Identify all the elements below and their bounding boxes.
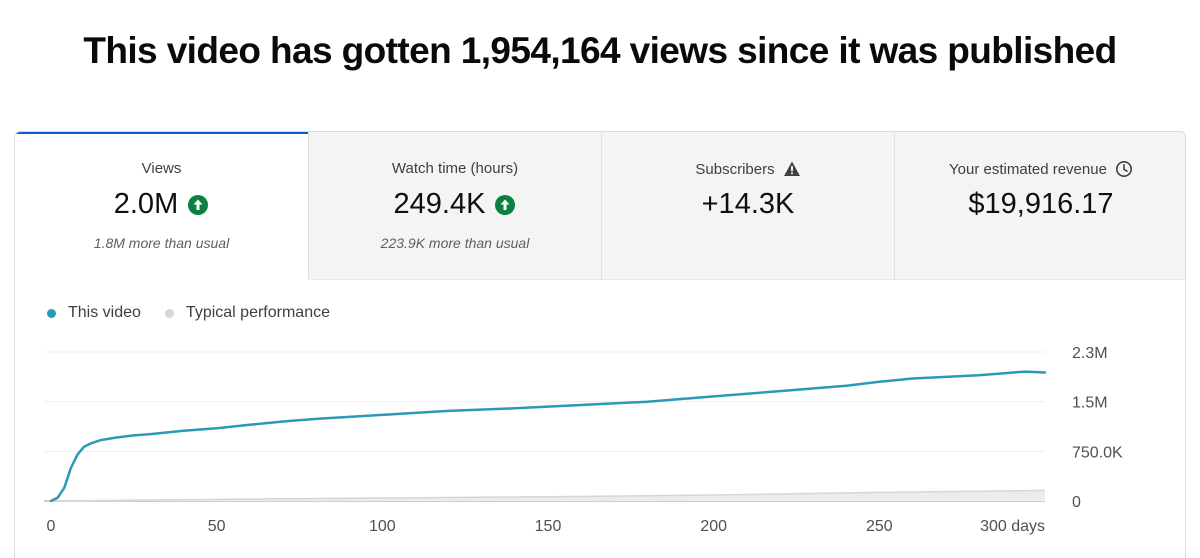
tab-value: +14.3K — [701, 188, 795, 220]
tab-revenue[interactable]: Your estimated revenue $19,916.17 — [894, 132, 1185, 280]
tab-value: 249.4K — [393, 188, 486, 220]
legend-dot-icon — [164, 308, 174, 318]
tab-title: Views — [141, 160, 182, 177]
clock-icon[interactable] — [1115, 160, 1133, 178]
legend-dot-icon — [47, 308, 56, 318]
arrow-up-circle-icon — [495, 194, 516, 215]
tab-watch-time[interactable]: Watch time (hours) 249.4K 223.9K more th… — [308, 132, 601, 280]
chart-legend: This video Typical performance — [47, 304, 354, 322]
tab-subscribers[interactable]: Subscribers +14.3K — [601, 132, 894, 280]
tab-comparison: 1.8M more than usual — [93, 235, 230, 251]
warning-triangle-icon[interactable] — [783, 160, 801, 178]
analytics-card: Views 2.0M 1.8M more than usual Watch ti… — [14, 131, 1186, 558]
legend-label: Typical performance — [185, 304, 330, 321]
tab-value-row: 249.4K — [309, 188, 601, 221]
legend-item-typical[interactable]: Typical performance — [164, 304, 330, 322]
tab-title: Subscribers — [695, 160, 775, 178]
tab-title-row: Subscribers — [602, 160, 894, 178]
metric-tabs: Views 2.0M 1.8M more than usual Watch ti… — [15, 132, 1185, 280]
tab-value: $19,916.17 — [968, 188, 1114, 220]
arrow-up-circle-icon — [188, 194, 209, 215]
tab-value: 2.0M — [113, 188, 179, 220]
tab-title: Watch time (hours) — [391, 160, 519, 177]
tab-value-row: $19,916.17 — [895, 188, 1185, 221]
legend-item-this-video[interactable]: This video — [47, 304, 141, 322]
tab-value-row: +14.3K — [602, 188, 894, 221]
tab-comparison: 223.9K more than usual — [380, 235, 530, 251]
tab-value-row: 2.0M — [15, 188, 308, 221]
page-headline: This video has gotten 1,954,164 views si… — [83, 30, 1117, 71]
tab-title: Your estimated revenue — [949, 160, 1107, 178]
tab-title-row: Your estimated revenue — [895, 160, 1185, 178]
legend-label: This video — [68, 304, 141, 321]
tab-views[interactable]: Views 2.0M 1.8M more than usual — [15, 132, 308, 280]
